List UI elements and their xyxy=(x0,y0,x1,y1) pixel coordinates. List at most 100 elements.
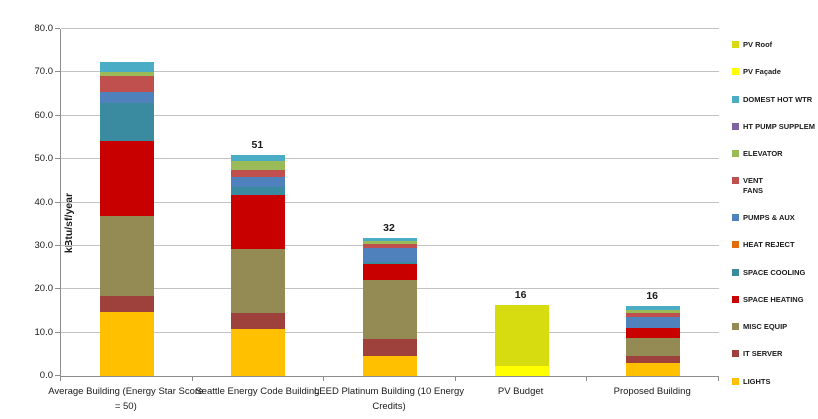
y-tick-label: 70.0 xyxy=(34,66,54,78)
legend-swatch-icon xyxy=(732,241,739,249)
legend-label: PV Façade xyxy=(743,67,781,77)
gridline xyxy=(61,158,719,160)
legend-swatch-icon xyxy=(732,150,739,157)
legend-swatch-icon xyxy=(732,177,739,185)
y-tick-label: 40.0 xyxy=(34,196,54,208)
legend-item: MISC EQUIP xyxy=(732,322,818,332)
bar-segment-vent-fans xyxy=(363,243,417,249)
legend-swatch-icon xyxy=(732,377,739,385)
legend-item: PV Roof xyxy=(732,40,818,50)
bar-segment-pv-roof xyxy=(494,305,549,367)
legend-swatch-icon xyxy=(732,295,739,303)
legend-label: HEAT REJECT xyxy=(743,240,795,250)
bar-segment-space-heating xyxy=(363,264,417,280)
bar xyxy=(494,305,549,376)
bar-segment-space-cooling xyxy=(231,186,286,195)
x-axis-tick xyxy=(718,377,719,381)
bar-segment-lights xyxy=(626,363,681,376)
legend-swatch-icon xyxy=(732,95,739,103)
bar-segment-elevator xyxy=(363,241,417,244)
bar-segment-domest-hot-wtr xyxy=(626,306,681,311)
x-axis-tick xyxy=(586,377,588,381)
y-axis-tick xyxy=(55,375,60,376)
gridline xyxy=(61,201,719,203)
legend-swatch-icon xyxy=(732,122,739,130)
bar-segment-it-server xyxy=(99,295,154,312)
legend-label: LIGHTS xyxy=(743,376,771,386)
y-axis-tick xyxy=(55,158,60,160)
x-axis-tick xyxy=(454,377,456,381)
x-axis-tick xyxy=(323,377,325,381)
legend-swatch-icon xyxy=(732,323,739,330)
legend-label: VENT FANS xyxy=(743,176,764,195)
y-tick-label: 50.0 xyxy=(34,153,54,165)
x-axis-label: Average Building (Energy Star Score = 50… xyxy=(48,386,204,412)
y-axis-tick xyxy=(55,288,60,290)
x-axis-tick xyxy=(60,377,61,381)
bar-segment-domest-hot-wtr xyxy=(99,61,154,72)
x-axis-label: LEED Platinum Building (10 Energy Credit… xyxy=(314,386,464,412)
bar-segment-misc-equip xyxy=(99,215,154,296)
plot-area: kBtu/sf/year xyxy=(60,28,719,377)
legend-item: SPACE HEATING xyxy=(732,295,818,305)
bar-segment-space-heating xyxy=(99,140,154,216)
y-axis-tick xyxy=(55,201,60,203)
gridline xyxy=(61,28,719,29)
bar xyxy=(626,306,681,376)
y-axis-tick xyxy=(55,331,60,333)
legend-swatch-icon xyxy=(732,41,739,48)
bar-segment-space-heating xyxy=(626,327,681,338)
x-axis-label: Proposed Building xyxy=(613,386,691,397)
bar-segment-pv-fa-ade xyxy=(494,366,549,376)
bar-segment-it-server xyxy=(231,313,286,330)
bar-segment-pumps-aux xyxy=(99,92,154,103)
legend-item: DOMEST HOT WTR xyxy=(732,95,818,105)
bar xyxy=(363,237,417,376)
gridline xyxy=(61,114,719,116)
bar-segment-elevator xyxy=(99,71,154,77)
legend-item: IT SERVER xyxy=(732,349,818,359)
gridline xyxy=(61,71,719,73)
bar-segment-space-cooling xyxy=(363,262,417,265)
legend-item: ELEVATOR xyxy=(732,149,818,159)
bar-segment-lights xyxy=(363,356,417,376)
y-axis-tick xyxy=(55,71,60,73)
legend-swatch-icon xyxy=(732,214,739,221)
legend-label: SPACE COOLING xyxy=(743,267,806,277)
legend-label: PV Roof xyxy=(743,40,773,49)
bar-segment-misc-equip xyxy=(626,337,681,357)
y-tick-label: 60.0 xyxy=(34,109,54,121)
legend-item: PV Façade xyxy=(732,67,818,77)
legend-swatch-icon xyxy=(732,350,739,358)
legend-item: HT PUMP SUPPLEM xyxy=(732,122,818,132)
bar xyxy=(99,61,154,376)
x-axis-label: Seattle Energy Code Building xyxy=(195,386,320,397)
bar-total-label: 16 xyxy=(646,290,659,303)
bar-segment-pumps-aux xyxy=(363,248,417,263)
bar-segment-vent-fans xyxy=(231,170,286,177)
bar-segment-vent-fans xyxy=(626,313,681,318)
legend-item: PUMPS & AUX xyxy=(732,213,818,223)
bar-total-label: 51 xyxy=(251,138,264,151)
bar-segment-it-server xyxy=(363,339,417,357)
legend-label: SPACE HEATING xyxy=(743,294,804,304)
legend-label: HT PUMP SUPPLEM xyxy=(743,121,815,131)
legend-label: IT SERVER xyxy=(743,349,783,359)
x-axis-label: PV Budget xyxy=(497,386,544,397)
y-axis-tick xyxy=(55,114,60,116)
legend-item: SPACE COOLING xyxy=(732,268,818,278)
bar-segment-lights xyxy=(231,329,286,376)
bar-total-label: 16 xyxy=(514,289,527,302)
y-tick-label: 30.0 xyxy=(34,239,54,251)
bar-segment-vent-fans xyxy=(99,76,154,93)
y-tick-label: 0.0 xyxy=(39,370,53,381)
y-axis-tick xyxy=(55,28,60,29)
y-axis-tick xyxy=(55,244,60,246)
legend-swatch-icon xyxy=(732,68,739,76)
bar-segment-domest-hot-wtr xyxy=(363,237,417,242)
legend-swatch-icon xyxy=(732,268,739,276)
legend-label: ELEVATOR xyxy=(743,149,783,158)
bar-segment-misc-equip xyxy=(363,279,417,340)
legend-item: LIGHTS xyxy=(732,377,818,387)
